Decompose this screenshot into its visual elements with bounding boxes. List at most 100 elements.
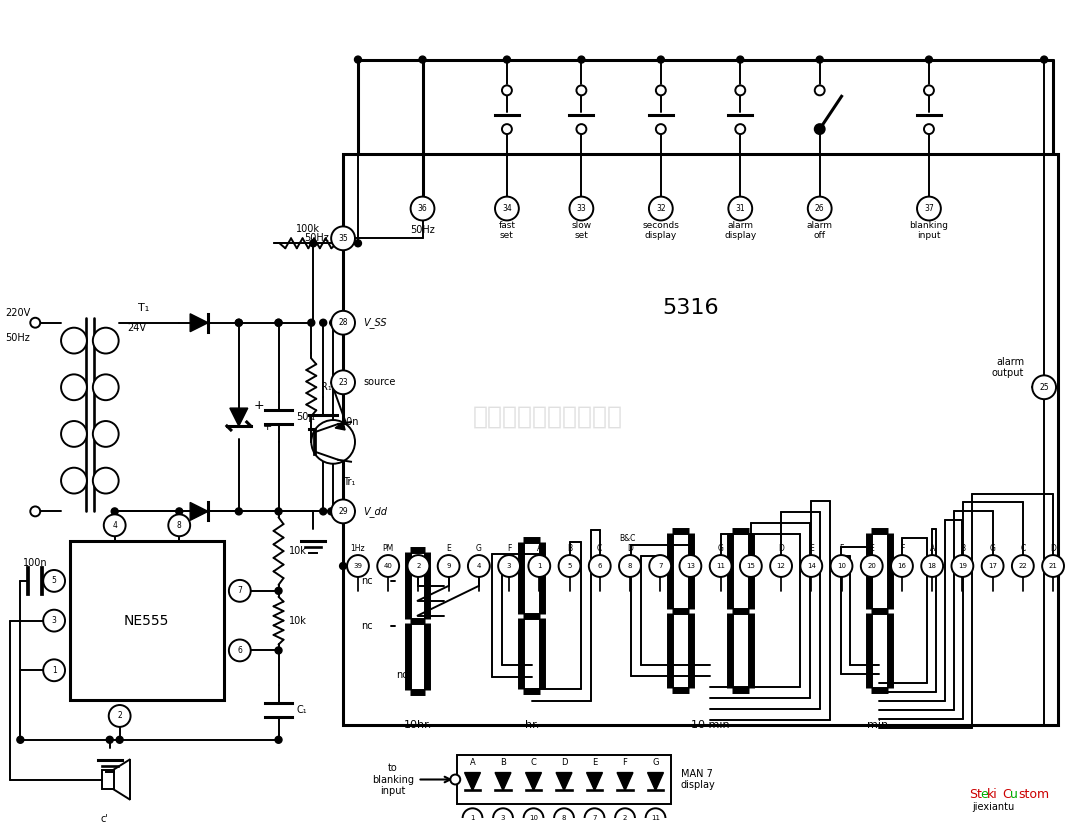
Text: C: C — [748, 544, 753, 553]
Bar — [458, 755, 670, 804]
Circle shape — [340, 563, 346, 569]
Circle shape — [645, 808, 665, 824]
Text: alarm
output: alarm output — [992, 357, 1024, 378]
Text: min.: min. — [867, 720, 892, 730]
Polygon shape — [230, 408, 248, 426]
Text: 20: 20 — [867, 563, 876, 569]
Circle shape — [735, 86, 745, 96]
Circle shape — [236, 508, 242, 515]
Circle shape — [657, 56, 664, 63]
Text: D: D — [1051, 544, 1056, 553]
Circle shape — [523, 808, 544, 824]
Circle shape — [61, 328, 87, 353]
Polygon shape — [648, 773, 664, 790]
Text: 50μ: 50μ — [296, 412, 314, 422]
Circle shape — [815, 124, 824, 134]
Text: G: G — [652, 758, 658, 767]
Circle shape — [355, 240, 361, 246]
Circle shape — [275, 319, 282, 326]
Text: 1: 1 — [51, 666, 57, 675]
Text: 18: 18 — [928, 563, 937, 569]
Circle shape — [503, 56, 510, 63]
Circle shape — [570, 197, 593, 221]
Circle shape — [728, 197, 752, 221]
Text: C: C — [1020, 544, 1025, 553]
Text: G: G — [989, 544, 996, 553]
Circle shape — [577, 86, 586, 96]
Text: 26: 26 — [815, 204, 824, 213]
Circle shape — [529, 555, 550, 577]
Circle shape — [31, 318, 40, 328]
Polygon shape — [556, 773, 572, 790]
Text: B: B — [688, 544, 693, 553]
Text: A: A — [536, 544, 542, 553]
Text: E: E — [447, 544, 451, 553]
Text: 2: 2 — [416, 563, 420, 569]
Text: 1Hz: 1Hz — [351, 544, 366, 553]
Text: fast
set: fast set — [498, 221, 515, 240]
Text: T₁: T₁ — [138, 303, 149, 313]
Text: 50Hz: 50Hz — [305, 233, 329, 243]
Circle shape — [328, 508, 334, 515]
Text: 3: 3 — [507, 563, 511, 569]
Text: +: + — [263, 422, 273, 432]
Text: slow
set: slow set — [571, 221, 592, 240]
Circle shape — [710, 555, 732, 577]
Circle shape — [495, 197, 519, 221]
Text: E: E — [809, 544, 814, 553]
Circle shape — [331, 227, 355, 250]
Text: E: E — [869, 544, 874, 553]
Polygon shape — [586, 773, 603, 790]
Text: 5316: 5316 — [663, 297, 719, 318]
Text: 34: 34 — [502, 204, 512, 213]
Circle shape — [494, 808, 513, 824]
Text: St: St — [969, 788, 982, 801]
Text: blanking
input: blanking input — [910, 221, 949, 240]
Circle shape — [330, 508, 336, 515]
Circle shape — [808, 197, 832, 221]
Text: 37: 37 — [924, 204, 934, 213]
Circle shape — [450, 775, 460, 784]
Circle shape — [1042, 555, 1064, 577]
Circle shape — [93, 468, 119, 494]
Text: 5: 5 — [51, 577, 57, 585]
Text: 22: 22 — [1019, 563, 1028, 569]
Text: 10hr.: 10hr. — [403, 720, 431, 730]
Text: u: u — [1010, 788, 1018, 801]
Text: B: B — [567, 544, 572, 553]
Circle shape — [320, 319, 327, 326]
Circle shape — [656, 124, 666, 134]
Text: V_SS: V_SS — [363, 317, 387, 328]
Circle shape — [419, 56, 426, 63]
Circle shape — [982, 555, 1004, 577]
Circle shape — [310, 240, 317, 246]
Circle shape — [275, 647, 282, 654]
Text: D: D — [627, 544, 633, 553]
Bar — [70, 541, 224, 700]
Text: 10: 10 — [529, 815, 538, 822]
Text: 11: 11 — [651, 815, 660, 822]
Polygon shape — [617, 773, 633, 790]
Circle shape — [331, 371, 355, 394]
Circle shape — [93, 328, 119, 353]
Text: stom: stom — [1019, 788, 1049, 801]
Circle shape — [236, 319, 242, 326]
Text: nc: nc — [396, 670, 407, 681]
Text: nc: nc — [361, 620, 372, 630]
Circle shape — [554, 808, 574, 824]
Text: 15: 15 — [747, 563, 756, 569]
Text: 220V: 220V — [5, 308, 31, 318]
Text: nc: nc — [361, 576, 372, 586]
Polygon shape — [190, 314, 209, 332]
Circle shape — [679, 555, 701, 577]
Text: 2: 2 — [117, 711, 122, 720]
Circle shape — [229, 580, 251, 602]
Circle shape — [800, 555, 822, 577]
Text: 21: 21 — [1048, 563, 1057, 569]
Circle shape — [770, 555, 792, 577]
Circle shape — [355, 56, 361, 63]
Text: 23: 23 — [339, 378, 348, 386]
Text: 10k: 10k — [288, 616, 307, 625]
Circle shape — [93, 421, 119, 447]
Circle shape — [229, 639, 251, 662]
